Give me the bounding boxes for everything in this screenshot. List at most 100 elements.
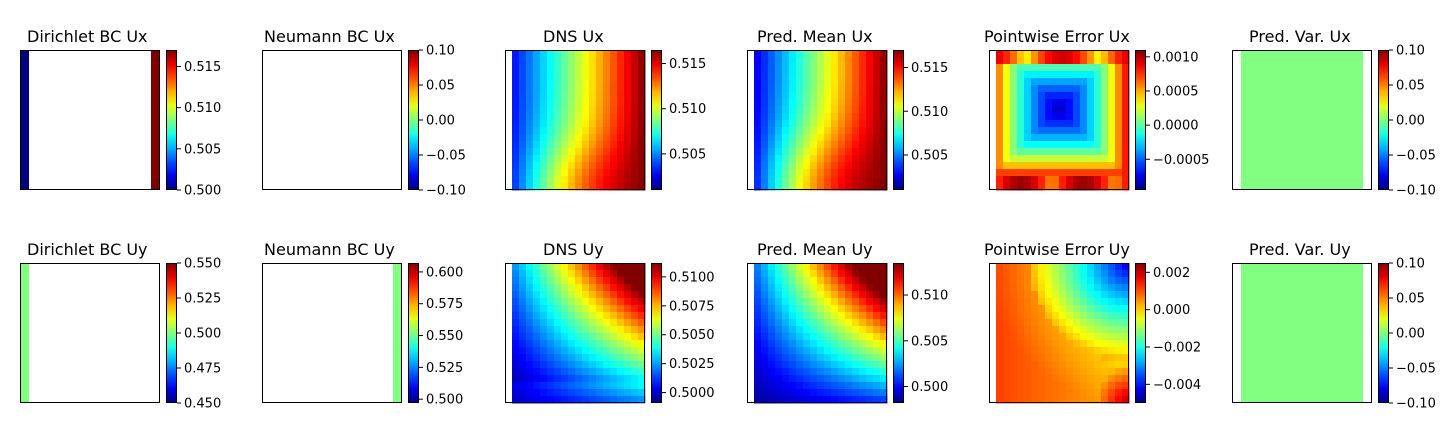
heatmap-cell [817, 141, 825, 149]
heatmap-cell [1017, 92, 1025, 100]
heatmap-cell [1017, 382, 1025, 390]
heatmap-cell [610, 389, 618, 397]
heatmap-cell [866, 78, 874, 86]
heatmap-cell [1024, 134, 1032, 142]
heatmap-cell [838, 389, 846, 397]
heatmap-cell [796, 305, 804, 313]
heatmap-cell [547, 85, 555, 93]
heatmap-cell [624, 368, 632, 376]
heatmap-cell [845, 78, 853, 86]
heatmap-cell [519, 305, 527, 313]
heatmap-cell [761, 120, 769, 128]
heatmap-cell [638, 361, 646, 369]
heatmap-cell [996, 169, 1004, 177]
colorbar-frame [893, 263, 904, 403]
heatmap-cell [866, 162, 874, 170]
heatmap-cell [540, 141, 548, 149]
heatmap-cell [1087, 375, 1095, 383]
heatmap-cell [1108, 183, 1116, 191]
heatmap-cell [1059, 319, 1067, 327]
heatmap-cell [1003, 326, 1011, 334]
heatmap-cell [547, 263, 555, 271]
heatmap-cell [617, 277, 625, 285]
heatmap-cell [1017, 134, 1025, 142]
heatmap-cell [866, 71, 874, 79]
heatmap-cell [582, 382, 590, 390]
heatmap-cell [838, 50, 846, 58]
heatmap-cell [589, 127, 597, 135]
heatmap-cell [824, 396, 832, 404]
heatmap-cell [1101, 50, 1109, 58]
heatmap-cell [1003, 162, 1011, 170]
heatmap-cell [1031, 64, 1039, 72]
heatmap-cell [554, 127, 562, 135]
heatmap-cell [1003, 347, 1011, 355]
heatmap-cell [803, 169, 811, 177]
heatmap-cell [582, 162, 590, 170]
heatmap-cell [561, 354, 569, 362]
heatmap-cell [617, 113, 625, 121]
heatmap-cell [1115, 71, 1123, 79]
colorbar-frame [1378, 50, 1389, 190]
heatmap-cell [1010, 375, 1018, 383]
colorbar-tick-label: 0.0010 [1153, 50, 1199, 65]
heatmap-cell [845, 141, 853, 149]
heatmap-cell [589, 389, 597, 397]
heatmap-cell [638, 162, 646, 170]
heatmap-cell [638, 305, 646, 313]
heatmap-cell [1052, 333, 1060, 341]
heatmap-cell [617, 354, 625, 362]
heatmap-cell [1066, 389, 1074, 397]
heatmap-cells [996, 263, 1130, 404]
heatmap-cell [838, 277, 846, 285]
heatmap-cell [610, 92, 618, 100]
heatmap-cell [596, 155, 604, 163]
heatmap-cell [996, 99, 1004, 107]
heatmap-cell [638, 106, 646, 114]
panel-1: Neumann BC Ux0.100.050.00−0.05−0.10 [262, 27, 466, 199]
heatmap-cell [1066, 333, 1074, 341]
heatmap-cell [596, 64, 604, 72]
heatmap-cell [824, 64, 832, 72]
heatmap-cell [1003, 389, 1011, 397]
heatmap-cell [1080, 284, 1088, 292]
heatmap-cell [1045, 99, 1053, 107]
heatmap-cell [852, 396, 860, 404]
heatmap-cell [810, 183, 818, 191]
heatmap-cell [1052, 113, 1060, 121]
heatmap-cell [596, 284, 604, 292]
heatmap-cell [561, 148, 569, 156]
heatmap-cell [610, 277, 618, 285]
heatmap-cell [768, 141, 776, 149]
heatmap-cell [1031, 162, 1039, 170]
heatmap-cell [540, 389, 548, 397]
heatmap-cell [1080, 106, 1088, 114]
heatmap-cell [1094, 85, 1102, 93]
heatmap-cell [575, 298, 583, 306]
heatmap-cell [824, 71, 832, 79]
colorbar-tick-label: 0.525 [184, 292, 221, 307]
heatmap-cell [803, 183, 811, 191]
colorbar-frame [166, 263, 177, 403]
heatmap-cell [1122, 64, 1130, 72]
heatmap-cell [1066, 169, 1074, 177]
heatmap-cell [554, 354, 562, 362]
heatmap-cell [782, 183, 790, 191]
heatmap-cell [810, 113, 818, 121]
heatmap-cell [838, 162, 846, 170]
heatmap-cell [568, 183, 576, 191]
heatmap-cell [824, 361, 832, 369]
heatmap-cell [1031, 375, 1039, 383]
heatmap-cell [824, 291, 832, 299]
heatmap-cell [1066, 50, 1074, 58]
heatmap-cell [866, 127, 874, 135]
heatmap-cell [617, 270, 625, 278]
heatmap-cell [533, 106, 541, 114]
heatmap-cell [526, 78, 534, 86]
heatmap-cell [631, 162, 639, 170]
heatmap-cell [638, 71, 646, 79]
heatmap-cell [782, 176, 790, 184]
heatmap-cell [996, 347, 1004, 355]
heatmap-cell [845, 120, 853, 128]
heatmap-cell [1122, 120, 1130, 128]
